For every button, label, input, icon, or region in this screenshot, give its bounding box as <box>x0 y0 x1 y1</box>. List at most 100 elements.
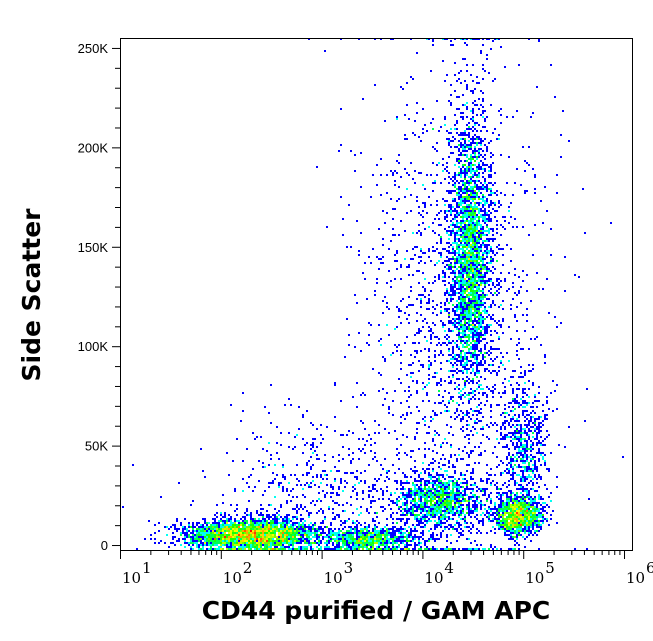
density-point <box>404 488 406 490</box>
density-point <box>386 490 388 492</box>
density-point <box>368 490 370 492</box>
density-point <box>412 500 414 502</box>
density-point <box>508 528 510 530</box>
density-point <box>482 392 484 394</box>
density-point <box>424 456 426 458</box>
density-point <box>264 490 266 492</box>
density-point <box>470 542 472 544</box>
density-point <box>382 540 384 542</box>
density-point <box>362 532 364 534</box>
density-point <box>516 518 518 520</box>
density-point <box>508 406 510 408</box>
density-point <box>190 540 192 542</box>
density-point <box>410 514 412 516</box>
density-point <box>304 484 306 486</box>
density-point <box>228 528 230 530</box>
density-point <box>254 526 256 528</box>
density-point <box>434 324 436 326</box>
density-point <box>482 488 484 490</box>
density-point <box>522 536 524 538</box>
density-point <box>244 544 246 546</box>
density-point <box>374 442 376 444</box>
density-point <box>346 482 348 484</box>
density-point <box>532 484 534 486</box>
density-point <box>510 508 512 510</box>
density-point <box>422 518 424 520</box>
density-point <box>494 504 496 506</box>
density-point <box>262 548 264 550</box>
density-point <box>278 514 280 516</box>
density-point <box>448 482 450 484</box>
density-point <box>432 458 434 460</box>
density-point <box>300 524 302 526</box>
density-point <box>220 530 222 532</box>
density-point <box>302 524 304 526</box>
density-point <box>352 546 354 548</box>
density-point <box>240 518 242 520</box>
density-point <box>442 510 444 512</box>
density-point <box>440 494 442 496</box>
density-point <box>462 418 464 420</box>
density-point <box>444 284 446 286</box>
density-point <box>336 548 338 550</box>
density-point <box>234 522 236 524</box>
density-point <box>256 528 258 530</box>
density-point <box>462 308 464 310</box>
density-point <box>270 454 272 456</box>
density-point <box>524 440 526 442</box>
density-point <box>202 544 204 546</box>
density-point <box>446 498 448 500</box>
density-point <box>314 524 316 526</box>
density-point <box>352 532 354 534</box>
density-point <box>312 526 314 528</box>
density-point <box>464 284 466 286</box>
density-point <box>466 538 468 540</box>
density-point <box>468 504 470 506</box>
density-point <box>428 508 430 510</box>
density-point <box>430 494 432 496</box>
density-point <box>454 412 456 414</box>
density-point <box>524 402 526 404</box>
density-point <box>528 462 530 464</box>
density-point <box>500 426 502 428</box>
density-point <box>412 512 414 514</box>
density-point <box>440 548 442 550</box>
density-point <box>394 548 396 550</box>
density-point <box>484 392 486 394</box>
density-point <box>426 468 428 470</box>
density-point <box>466 412 468 414</box>
density-point <box>286 530 288 532</box>
density-point <box>496 456 498 458</box>
density-point <box>420 314 422 316</box>
density-point <box>514 494 516 496</box>
density-point <box>206 526 208 528</box>
density-point <box>276 520 278 522</box>
density-point <box>284 540 286 542</box>
density-point <box>224 544 226 546</box>
density-point <box>472 314 474 316</box>
density-point <box>488 364 490 366</box>
density-point <box>444 506 446 508</box>
density-point <box>348 526 350 528</box>
density-point <box>538 524 540 526</box>
density-point <box>476 296 478 298</box>
density-point <box>480 452 482 454</box>
density-point <box>560 322 562 324</box>
density-point <box>284 534 286 536</box>
density-point <box>368 434 370 436</box>
density-point <box>462 302 464 304</box>
density-point <box>452 514 454 516</box>
density-point <box>438 538 440 540</box>
density-point <box>302 546 304 548</box>
density-point <box>358 522 360 524</box>
density-point <box>310 422 312 424</box>
density-point <box>280 528 282 530</box>
density-point <box>540 504 542 506</box>
density-point <box>256 548 258 550</box>
density-point <box>474 462 476 464</box>
density-point <box>476 298 478 300</box>
density-point <box>462 512 464 514</box>
density-point <box>460 358 462 360</box>
density-point <box>260 520 262 522</box>
density-point <box>214 530 216 532</box>
